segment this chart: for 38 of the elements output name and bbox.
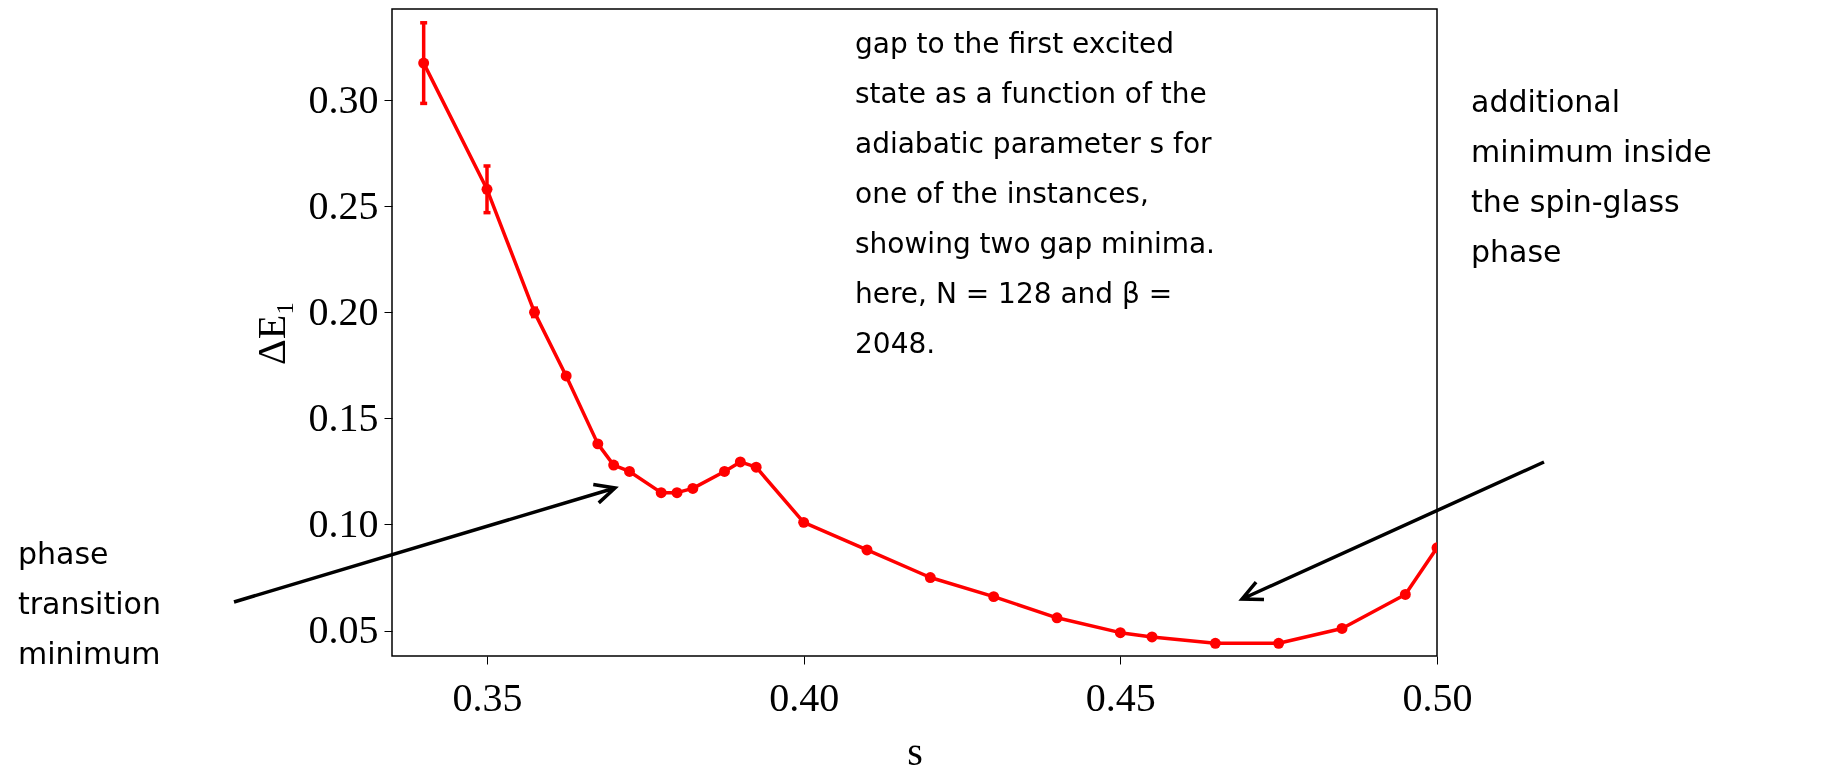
point	[1114, 627, 1126, 639]
y-tick-label: 0.15	[308, 394, 379, 440]
point	[924, 572, 936, 583]
point	[798, 516, 810, 528]
x-tick-label: 0.50	[1402, 674, 1473, 720]
point	[418, 57, 430, 69]
point	[719, 465, 730, 477]
point	[988, 591, 1000, 603]
y-axis-title: ΔE₁	[248, 300, 294, 366]
annotation: gap to the first excited state as a function of the adiabatic parameter s for one of the instances, showing two gap minima. here, N = 128 and β = 2048.	[855, 27, 1215, 360]
x-axis-title: s	[907, 728, 923, 774]
point	[560, 370, 572, 382]
point	[608, 459, 620, 471]
point	[1336, 622, 1348, 634]
y-tick-label: 0.30	[308, 76, 379, 122]
y-tick-label: 0.20	[308, 288, 379, 334]
point	[687, 482, 699, 494]
text: phase transition minimum	[18, 536, 161, 671]
point	[655, 487, 667, 499]
x-tick-label: 0.40	[769, 674, 840, 720]
text: additional minimum inside the spin-glass phase	[1471, 84, 1712, 269]
point	[1209, 637, 1221, 649]
point	[1399, 589, 1411, 600]
point	[750, 461, 762, 473]
y-tick-label: 0.25	[308, 182, 379, 228]
point	[1051, 612, 1063, 624]
x-tick-label: 0.45	[1085, 674, 1156, 720]
point	[734, 456, 746, 468]
y-tick-label: 0.10	[308, 500, 379, 546]
point	[1273, 637, 1285, 649]
y-tick-label: 0.05	[308, 607, 379, 653]
point	[592, 438, 604, 450]
point	[481, 183, 493, 195]
point	[861, 544, 873, 556]
x-tick-label: 0.35	[452, 674, 523, 720]
point	[1146, 631, 1158, 643]
point	[624, 465, 635, 477]
point	[671, 487, 683, 499]
